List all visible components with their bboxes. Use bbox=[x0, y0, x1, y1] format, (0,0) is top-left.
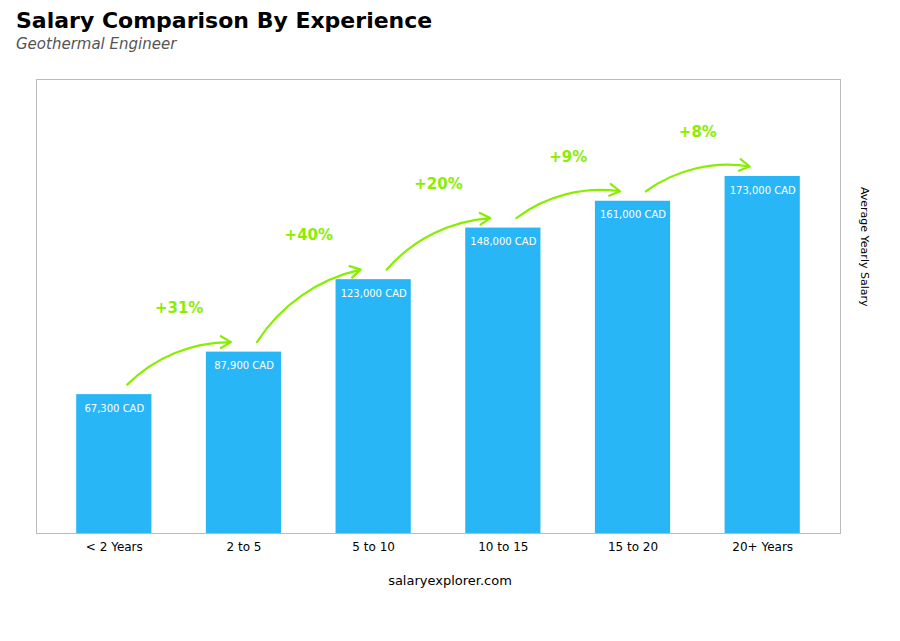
svg-text:173,000 CAD: 173,000 CAD bbox=[730, 185, 796, 196]
svg-text:+40%: +40% bbox=[285, 226, 333, 244]
svg-text:15 to 20: 15 to 20 bbox=[608, 540, 658, 554]
svg-text:123,000 CAD: 123,000 CAD bbox=[341, 288, 407, 299]
svg-text:+20%: +20% bbox=[414, 175, 462, 193]
svg-text:5 to 10: 5 to 10 bbox=[352, 540, 395, 554]
svg-text:161,000 CAD: 161,000 CAD bbox=[600, 209, 666, 220]
svg-text:148,000 CAD: 148,000 CAD bbox=[470, 236, 536, 247]
svg-text:< 2 Years: < 2 Years bbox=[86, 540, 143, 554]
svg-text:2 to 5: 2 to 5 bbox=[227, 540, 262, 554]
svg-text:+9%: +9% bbox=[549, 148, 587, 166]
svg-text:+8%: +8% bbox=[679, 123, 717, 141]
svg-text:+31%: +31% bbox=[155, 299, 203, 317]
svg-text:87,900 CAD: 87,900 CAD bbox=[214, 360, 274, 371]
svg-text:10 to 15: 10 to 15 bbox=[478, 540, 528, 554]
svg-text:20+ Years: 20+ Years bbox=[732, 540, 793, 554]
html-text:salaryexplorer.com: salaryexplorer.com bbox=[388, 573, 512, 588]
svg-text:67,300 CAD: 67,300 CAD bbox=[84, 403, 144, 414]
html-text:Salary Comparison By Experienc: Salary Comparison By Experience bbox=[16, 8, 433, 33]
svg-text:Average Yearly Salary: Average Yearly Salary bbox=[858, 187, 871, 307]
html-text:Geothermal Engineer: Geothermal Engineer bbox=[16, 35, 177, 53]
